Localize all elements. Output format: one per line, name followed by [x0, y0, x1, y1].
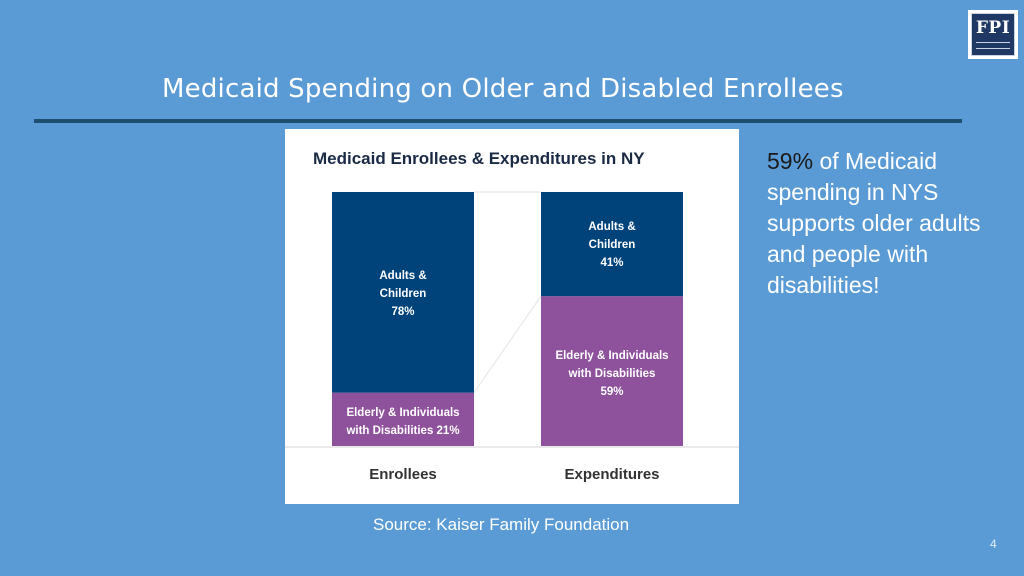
- label-adults-expenditures-line-2: Children: [589, 239, 636, 251]
- callout-text: of Medicaid spending in NYS supports old…: [767, 148, 981, 298]
- label-adults-enrollees-line-2: Children: [380, 288, 427, 300]
- page-number: 4: [990, 537, 997, 551]
- label-adults-enrollees-line-1: Adults &: [379, 270, 426, 282]
- label-elderly-enrollees-line-1: Elderly & Individuals: [346, 407, 459, 419]
- label-adults-expenditures-line-1: Adults &: [588, 221, 635, 233]
- source-note: Source: Kaiser Family Foundation: [373, 515, 630, 534]
- bar-elderly-enrollees: [332, 392, 474, 446]
- chart-panel: Medicaid Enrollees & Expenditures in NY …: [285, 129, 739, 504]
- logo-rule-top: [976, 42, 1010, 43]
- bar-elderly-expenditures: [541, 296, 683, 446]
- callout-highlight: 59%: [767, 148, 814, 174]
- callout: 59% of Medicaid spending in NYS supports…: [767, 146, 987, 301]
- bar-adults-enrollees: [332, 192, 474, 393]
- category-label-expenditures: Expenditures: [564, 466, 659, 483]
- chart-title: Medicaid Enrollees & Expenditures in NY: [313, 149, 645, 168]
- slide-title: Medicaid Spending on Older and Disabled …: [162, 74, 844, 104]
- chart-canvas: Medicaid Enrollees & Expenditures in NY …: [285, 149, 739, 483]
- logo-text: FPI: [975, 18, 1011, 38]
- label-elderly-expenditures-line-1: Elderly & Individuals: [555, 350, 668, 362]
- connector-boundary: [473, 295, 542, 394]
- label-elderly-expenditures-line-2: with Disabilities: [568, 368, 656, 380]
- title-divider: [34, 119, 962, 123]
- label-elderly-expenditures-line-3: 59%: [600, 386, 623, 398]
- fpi-logo: FPI: [968, 10, 1018, 59]
- category-label-enrollees: Enrollees: [369, 466, 437, 483]
- logo-rule-bottom: [976, 48, 1010, 49]
- label-adults-expenditures-line-3: 41%: [600, 257, 623, 269]
- label-elderly-enrollees-line-2: with Disabilities 21%: [345, 425, 459, 437]
- label-adults-enrollees-line-3: 78%: [391, 306, 414, 318]
- bar-adults-expenditures: [541, 192, 683, 297]
